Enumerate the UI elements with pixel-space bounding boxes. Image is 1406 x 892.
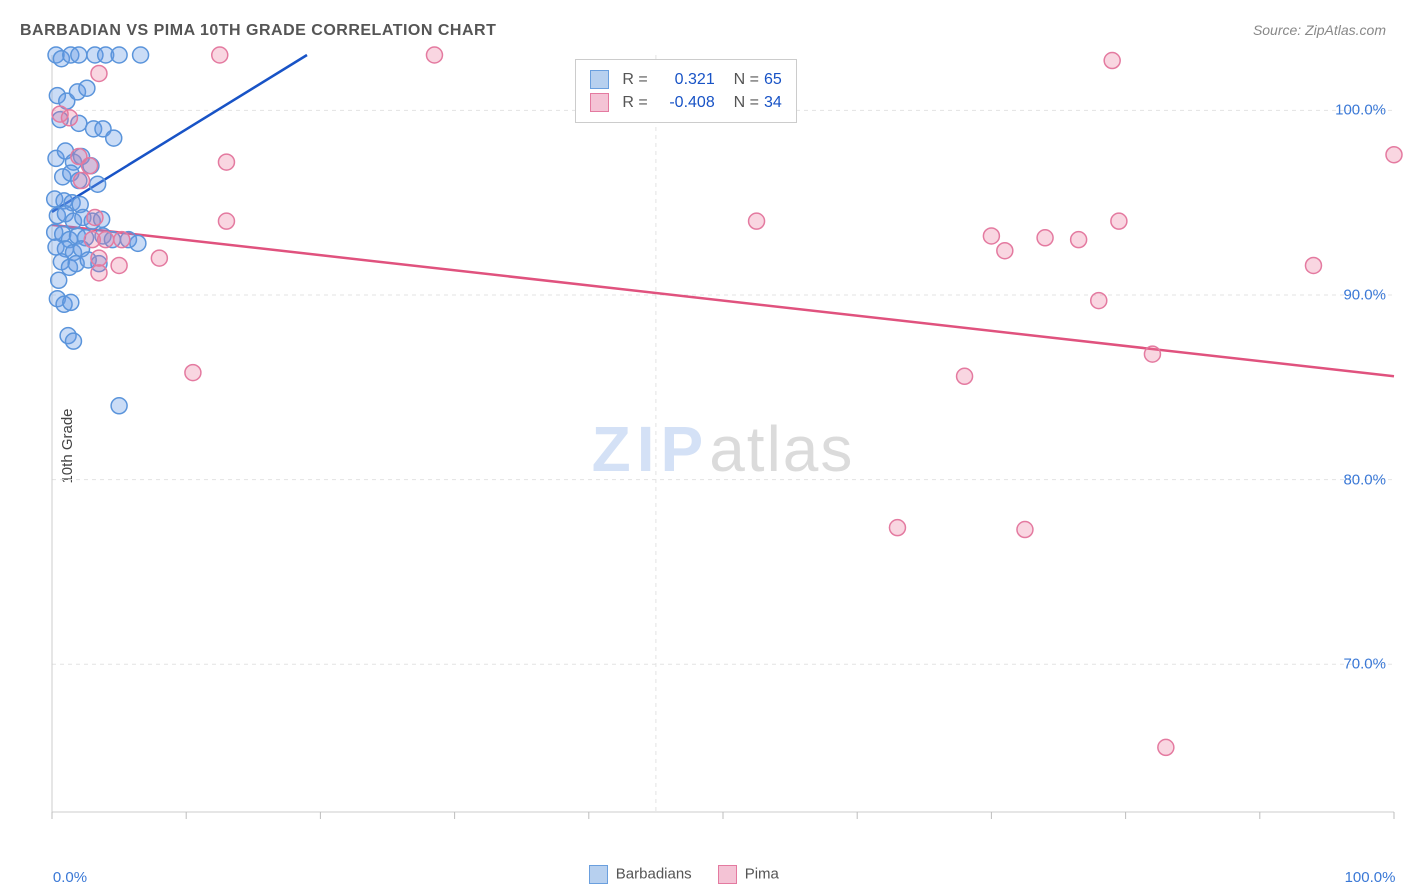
legend-item: Barbadians [589, 865, 692, 884]
chart-title: BARBADIAN VS PIMA 10TH GRADE CORRELATION… [20, 22, 496, 40]
y-tick-label: 90.0% [1343, 287, 1386, 304]
legend-label: Barbadians [616, 865, 692, 882]
y-tick-label: 80.0% [1343, 471, 1386, 488]
watermark: ZIPatlas [592, 412, 855, 486]
legend-swatch [590, 93, 609, 112]
legend-swatch [718, 865, 737, 884]
r-value: 0.321 [653, 68, 715, 91]
y-tick-label: 100.0% [1335, 102, 1386, 119]
y-tick-label: 70.0% [1343, 656, 1386, 673]
n-value: 65 [764, 68, 782, 91]
r-value: -0.408 [653, 91, 715, 114]
legend-label: Pima [745, 865, 779, 882]
legend-item: Pima [718, 865, 779, 884]
series-legend: Barbadians Pima [589, 865, 779, 884]
n-value: 34 [764, 91, 782, 114]
correlation-row: R =-0.408 N = 34 [590, 91, 781, 114]
legend-swatch [590, 70, 609, 89]
correlation-row: R =0.321 N = 65 [590, 68, 781, 91]
x-tick-label: 100.0% [1345, 869, 1396, 886]
x-tick-label: 0.0% [53, 869, 87, 886]
correlation-legend: R =0.321 N = 65R =-0.408 N = 34 [575, 59, 796, 123]
legend-swatch [589, 865, 608, 884]
source-attribution: Source: ZipAtlas.com [1253, 22, 1386, 38]
